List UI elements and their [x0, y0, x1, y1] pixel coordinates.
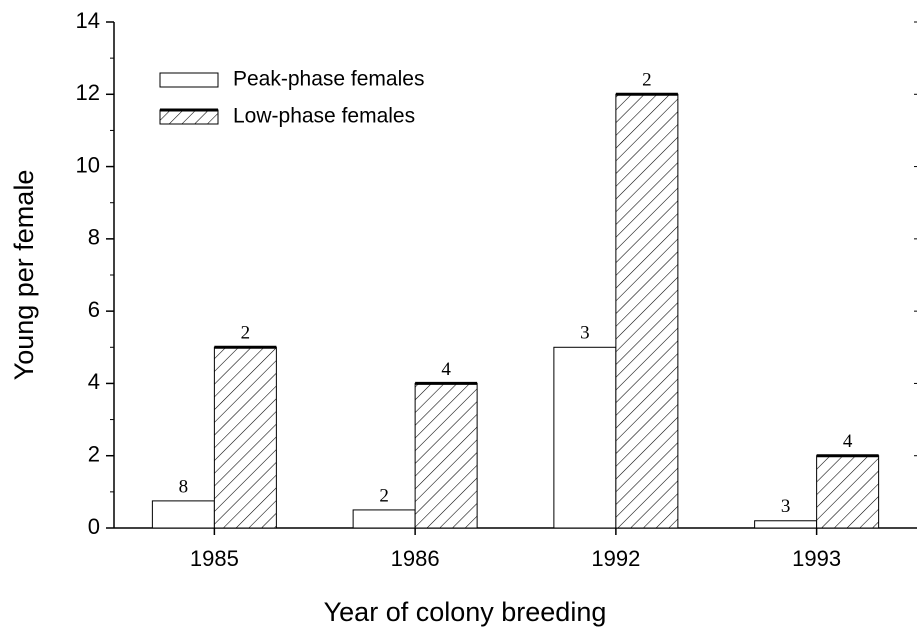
bar: [352, 509, 416, 529]
legend-label: Low-phase females: [233, 105, 415, 128]
bar: [151, 500, 215, 529]
sample-size: 8: [179, 476, 189, 497]
sample-size: 4: [843, 431, 853, 452]
bar: [615, 93, 679, 529]
legend-swatch: [159, 109, 219, 125]
legend-label: Peak-phase females: [233, 68, 424, 91]
y-tick-label: 6: [88, 297, 100, 322]
x-tick-label: 1986: [391, 546, 440, 571]
y-tick-label: 8: [88, 225, 100, 250]
sample-size: 2: [642, 70, 652, 91]
y-tick-label: 4: [88, 369, 100, 394]
bar: [816, 455, 880, 529]
x-axis-label: Year of colony breeding: [324, 597, 607, 627]
sample-size: 2: [379, 485, 389, 506]
y-tick-label: 10: [76, 152, 100, 177]
legend-swatch: [159, 72, 219, 88]
sample-size: 4: [441, 359, 451, 380]
y-tick-label: 14: [76, 8, 100, 33]
x-tick-label: 1992: [591, 546, 640, 571]
bar: [213, 346, 277, 529]
x-tick-label: 1993: [792, 546, 841, 571]
y-tick-label: 0: [88, 514, 100, 539]
y-tick-label: 2: [88, 442, 100, 467]
bar: [553, 346, 617, 529]
sample-size: 3: [781, 496, 791, 517]
sample-size: 3: [580, 323, 590, 344]
bar: [754, 520, 818, 529]
sample-size: 2: [241, 323, 251, 344]
y-axis-label: Young per female: [9, 170, 39, 381]
y-tick-label: 12: [76, 80, 100, 105]
bar: [414, 382, 478, 529]
x-tick-label: 1985: [190, 546, 239, 571]
